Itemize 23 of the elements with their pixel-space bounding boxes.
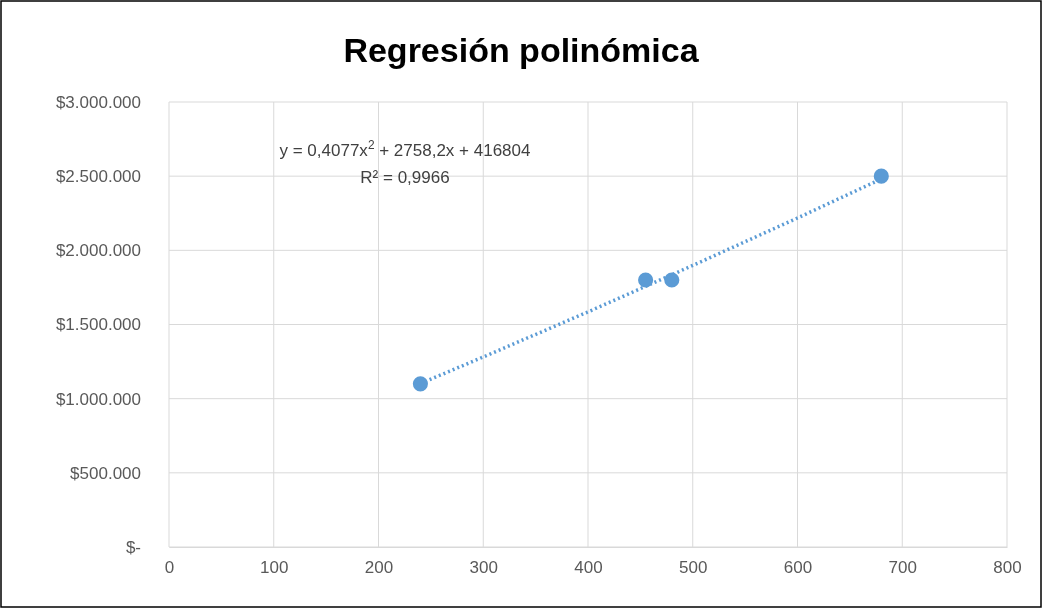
point <box>873 168 889 184</box>
point <box>412 376 428 392</box>
y-tick-label: $500.000 <box>70 463 141 483</box>
point <box>664 272 680 288</box>
x-tick-label: 800 <box>993 558 1022 578</box>
x-tick-label: 700 <box>888 558 917 578</box>
x-tick-label: 500 <box>679 558 708 578</box>
y-tick-label: $1.500.000 <box>55 315 141 335</box>
y-tick-label: $- <box>125 537 141 557</box>
y-tick-label: $1.000.000 <box>55 389 141 409</box>
y-tick-label: $3.000.000 <box>55 92 141 112</box>
y-tick-label: $2.500.000 <box>55 167 141 187</box>
chart-title: Regresión polinómica <box>343 31 700 69</box>
x-tick-label: 200 <box>364 558 394 578</box>
x-tick-label: 0 <box>164 558 175 578</box>
x-tick-label: 400 <box>574 558 603 578</box>
y-tick-label: $2.000.000 <box>55 241 141 261</box>
x-tick-label: 300 <box>469 558 498 578</box>
x-tick-label: 600 <box>783 558 813 578</box>
annotation: R² = 0,9966 <box>360 168 450 187</box>
annotation: y = 0,4077x$^{2}$ + 2758,2x + 416804 <box>279 138 531 160</box>
x-tick-label: 100 <box>260 558 289 578</box>
point <box>638 272 654 288</box>
